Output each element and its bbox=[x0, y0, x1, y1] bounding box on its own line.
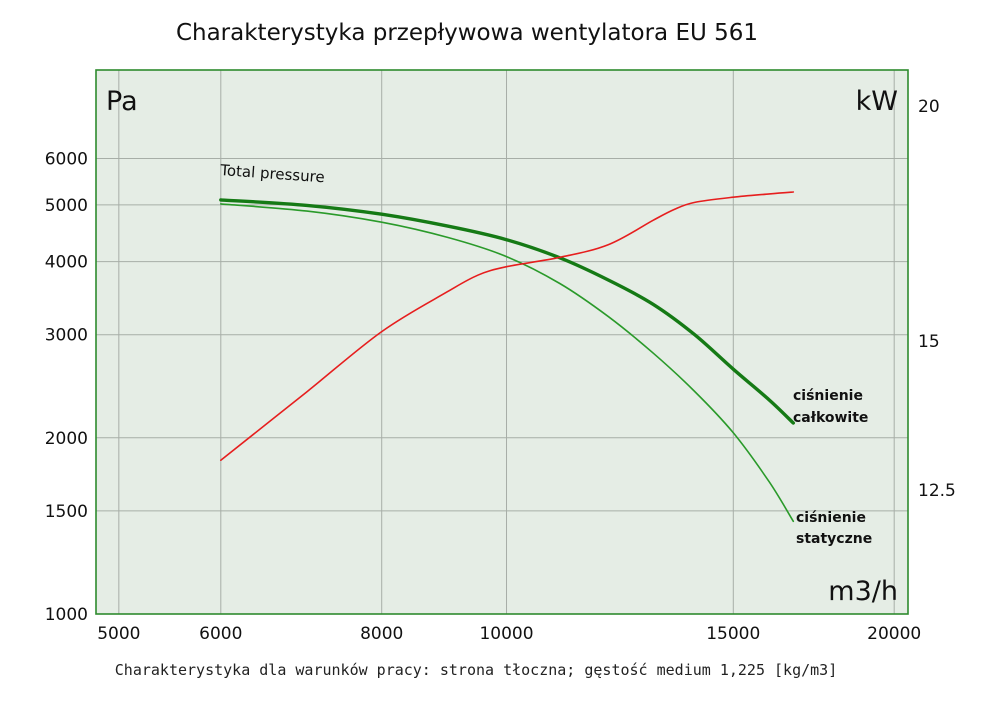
y-tick-1000: 1000 bbox=[45, 605, 88, 625]
label-static-line1: ciśnienie bbox=[796, 510, 866, 526]
label-total-line1: ciśnienie bbox=[793, 388, 863, 404]
y-right-tick-labels: 12.5 15 20 bbox=[918, 97, 956, 501]
series-power bbox=[220, 191, 795, 461]
label-static-line2: statyczne bbox=[796, 531, 872, 547]
y-tick-6000: 6000 bbox=[45, 150, 88, 170]
x-tick-5000: 5000 bbox=[97, 624, 140, 644]
y-left-unit-label: Pa bbox=[106, 86, 138, 117]
y-tick-3000: 3000 bbox=[45, 326, 88, 346]
x-tick-20000: 20000 bbox=[867, 624, 921, 644]
series-lines bbox=[219, 191, 795, 523]
x-tick-8000: 8000 bbox=[360, 624, 403, 644]
y-tick-2000: 2000 bbox=[45, 429, 88, 449]
plot-frame bbox=[95, 69, 909, 615]
y-tick-5000: 5000 bbox=[45, 196, 88, 216]
y-tick-1500: 1500 bbox=[45, 502, 88, 522]
y-right-tick-15: 15 bbox=[918, 332, 940, 352]
plot-area bbox=[96, 70, 908, 614]
chart-footnote: Charakterystyka dla warunków pracy: stro… bbox=[115, 661, 837, 679]
x-unit-label: m3/h bbox=[828, 576, 898, 607]
y-left-tick-labels: 1000 1500 2000 3000 4000 5000 6000 bbox=[45, 150, 88, 625]
y-right-unit-label: kW bbox=[856, 86, 898, 117]
chart-title: Charakterystyka przepływowa wentylatora … bbox=[176, 20, 758, 46]
x-tick-labels: 5000 6000 8000 10000 15000 20000 bbox=[97, 624, 921, 644]
series-total-pressure bbox=[219, 198, 795, 425]
y-tick-4000: 4000 bbox=[45, 253, 88, 273]
y-right-tick-20: 20 bbox=[918, 97, 940, 117]
label-total-line2: całkowite bbox=[793, 410, 868, 426]
y-right-tick-12-5: 12.5 bbox=[918, 481, 956, 501]
x-tick-15000: 15000 bbox=[706, 624, 760, 644]
series-static-pressure bbox=[220, 203, 795, 523]
x-tick-10000: 10000 bbox=[479, 624, 533, 644]
x-tick-6000: 6000 bbox=[199, 624, 242, 644]
